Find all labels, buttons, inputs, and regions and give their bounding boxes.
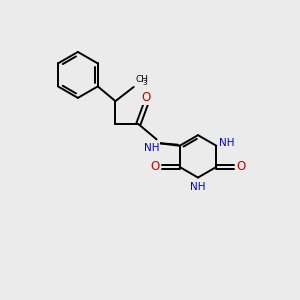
- Text: CH: CH: [135, 75, 148, 84]
- Text: O: O: [142, 91, 151, 104]
- Text: NH: NH: [190, 182, 206, 192]
- Text: NH: NH: [144, 142, 159, 153]
- Text: O: O: [237, 160, 246, 173]
- Text: NH: NH: [219, 138, 234, 148]
- Text: O: O: [150, 160, 159, 173]
- Text: 3: 3: [142, 80, 147, 86]
